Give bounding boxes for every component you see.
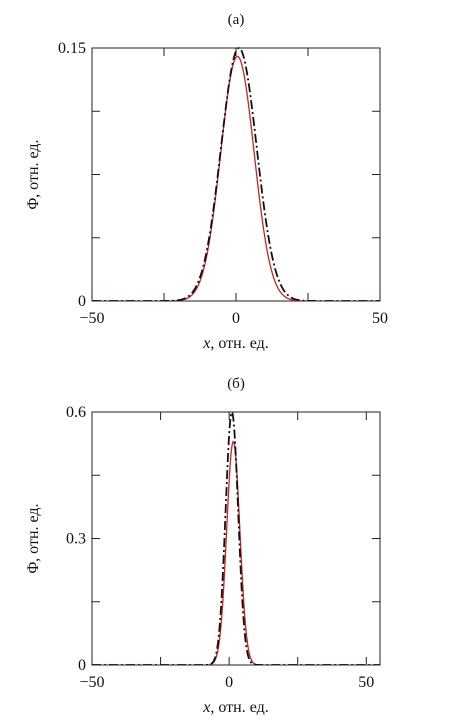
x-tick-label: −50 xyxy=(79,674,104,691)
x-axis-label-var: x xyxy=(202,699,210,716)
y-axis-label: Φ, отн. ед. xyxy=(25,503,42,573)
y-tick-label: 0 xyxy=(78,657,86,674)
x-tick-label: 50 xyxy=(372,310,388,327)
y-tick-label: 0.6 xyxy=(66,404,86,421)
x-axis-label: x, отн. ед. xyxy=(202,335,268,352)
x-axis-label-var: x xyxy=(202,335,210,352)
series-line-dashdot xyxy=(92,410,380,665)
x-axis-label-unit: , отн. ед. xyxy=(210,335,268,352)
series-line-solid xyxy=(92,440,380,665)
series-line-solid xyxy=(92,55,380,301)
chart-panel-2: (б)00.30.6−50 0 50Φ, отн. ед.x, отн. ед. xyxy=(25,376,381,716)
panel-label: (б) xyxy=(227,376,245,392)
y-tick-label: 0.15 xyxy=(58,40,86,57)
series-line-dashdot xyxy=(92,47,380,301)
x-tick-label: 0 xyxy=(232,310,240,327)
y-axis-label: Φ, отн. ед. xyxy=(25,139,42,209)
plot-frame xyxy=(91,47,381,302)
x-tick-label: 50 xyxy=(358,674,374,691)
y-tick-label: 0.3 xyxy=(66,531,86,548)
x-axis-label: x, отн. ед. xyxy=(202,699,268,716)
x-tick-label: 0 xyxy=(225,674,233,691)
y-tick-label: 0 xyxy=(78,293,86,310)
chart-panel-1: (а)00.15−50 0 50Φ, отн. ед.x, отн. ед. xyxy=(25,12,388,352)
panel-label: (а) xyxy=(228,12,245,28)
x-tick-label: −50 xyxy=(79,310,104,327)
x-axis-label-unit: , отн. ед. xyxy=(210,699,268,716)
